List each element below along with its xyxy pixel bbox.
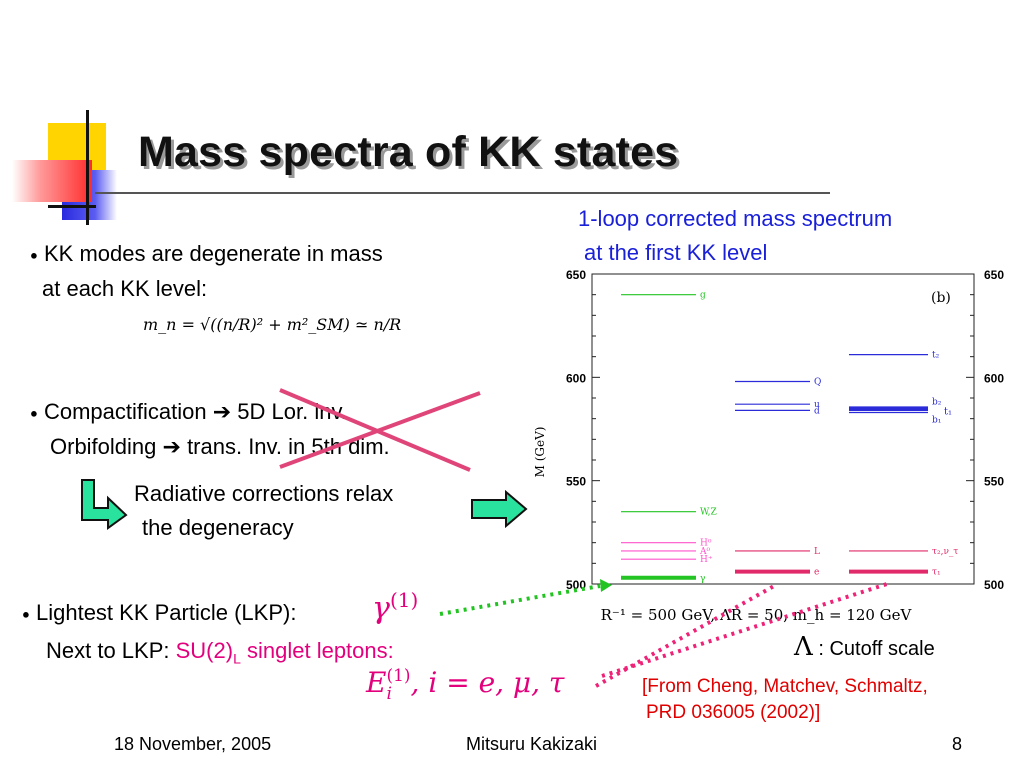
y-tick-label-right: 650 bbox=[984, 268, 1004, 282]
relax-line1: Radiative corrections relax bbox=[134, 481, 394, 506]
mass-spectrum-chart: M (GeV) (b) R⁻¹ = 500 GeV, ΛR = 50, m_h … bbox=[533, 268, 1004, 624]
bullet-dot: ● bbox=[22, 606, 30, 622]
bullet-lkp: ● Lightest KK Particle (LKP): bbox=[22, 600, 296, 626]
bent-arrow-icon bbox=[81, 479, 128, 530]
bullet-compactification: ● Compactification ➔ 5D Lor. inv. bbox=[30, 399, 347, 425]
spectrum-caption-line2: at the first KK level bbox=[584, 240, 768, 265]
lepton-pointer-1 bbox=[595, 584, 775, 688]
slide-title: Mass spectra of KK states bbox=[138, 128, 679, 176]
logo-horizontal-line bbox=[48, 205, 96, 208]
kk-lepton-formula: E (1) i , i = e, μ, τ bbox=[366, 666, 564, 703]
title-underline bbox=[95, 192, 830, 194]
y-tick-label-left: 650 bbox=[566, 268, 586, 282]
spectrum-level-label: b₂ bbox=[932, 397, 942, 407]
spectrum-level-label: e bbox=[814, 568, 819, 578]
photon-pointer-head bbox=[600, 579, 612, 592]
gamma-symbol: γ bbox=[372, 591, 390, 626]
y-tick-label-right: 600 bbox=[984, 371, 1004, 385]
lkp-label: Lightest KK Particle (LKP): bbox=[35, 600, 297, 625]
cutoff-note: Λ : Cutoff scale bbox=[794, 632, 935, 662]
arrow-icon: ➔ bbox=[212, 399, 232, 424]
y-tick-label-right: 500 bbox=[984, 578, 1004, 592]
spectrum-level-label: u bbox=[814, 400, 820, 410]
ei-superscript: (1) bbox=[386, 665, 411, 686]
spectrum-level-label: A⁰ bbox=[699, 547, 710, 557]
mass-formula: m_n = √((n/R)² + m²_SM) ≃ n/R bbox=[143, 315, 402, 334]
spectrum-level-label: W,Z bbox=[700, 508, 717, 518]
strike-cross-icon bbox=[279, 388, 481, 472]
footer-page-number: 8 bbox=[952, 734, 963, 754]
right-arrow-icon bbox=[471, 490, 528, 529]
ei-index-range: , i = e, μ, τ bbox=[410, 666, 565, 699]
compactification-label: Compactification bbox=[43, 399, 213, 424]
y-tick-label-left: 550 bbox=[566, 475, 586, 489]
footer-author: Mitsuru Kakizaki bbox=[466, 734, 598, 754]
spectrum-caption-line1: 1-loop corrected mass spectrum bbox=[578, 206, 893, 231]
su2-text: SU(2) bbox=[175, 638, 234, 663]
ei-subscript: i bbox=[386, 683, 392, 704]
spectrum-level-label: H⁰ bbox=[700, 539, 712, 549]
spectrum-level-label: τ₁ bbox=[932, 568, 941, 578]
bullet-degenerate-text: KK modes are degenerate in mass bbox=[43, 241, 383, 266]
spectrum-level-label: d bbox=[814, 406, 820, 416]
plot-frame bbox=[591, 273, 975, 585]
footer-date: 18 November, 2005 bbox=[114, 734, 272, 754]
next-to-lkp-label: Next to LKP: bbox=[46, 638, 176, 663]
bullet-orbifolding: Orbifolding ➔ trans. Inv. in 5th dim. bbox=[50, 434, 390, 460]
relax-line2: the degeneracy bbox=[142, 515, 294, 540]
arrow-icon: ➔ bbox=[162, 434, 181, 459]
spectrum-level-label: t₂ bbox=[932, 351, 940, 361]
bullet-dot: ● bbox=[30, 247, 38, 263]
y-axis-label: M (GeV) bbox=[533, 427, 547, 478]
bullet-degenerate-line2: at each KK level: bbox=[42, 276, 208, 301]
next-to-lkp: Next to LKP: SU(2)L singlet leptons: bbox=[46, 638, 394, 666]
y-tick-label-left: 600 bbox=[566, 371, 586, 385]
lepton-pointer-2 bbox=[601, 582, 888, 678]
photon-pointer bbox=[439, 584, 601, 616]
reference-line1: [From Cheng, Matchev, Schmaltz, bbox=[642, 676, 928, 697]
bullet-dot: ● bbox=[30, 405, 38, 421]
cutoff-label: : Cutoff scale bbox=[812, 638, 935, 660]
orbifolding-label: Orbifolding bbox=[50, 434, 163, 459]
y-tick-label-right: 550 bbox=[984, 475, 1004, 489]
panel-label: (b) bbox=[931, 290, 951, 306]
bullet-degenerate: ● KK modes are degenerate in mass bbox=[30, 241, 383, 267]
spectrum-level-label: Q bbox=[814, 377, 821, 387]
lambda-symbol: Λ bbox=[794, 632, 813, 662]
photon-kk-symbol: γ(1) bbox=[372, 588, 418, 626]
spectrum-level-label: H⁺ bbox=[700, 555, 713, 565]
x-axis-label: R⁻¹ = 500 GeV, ΛR = 50, m_h = 120 GeV bbox=[601, 606, 913, 624]
spectrum-level-label: t₁ bbox=[944, 406, 952, 417]
spectrum-level-label: g bbox=[700, 291, 706, 301]
y-tick-label-left: 500 bbox=[566, 578, 586, 592]
logo-red-bar bbox=[12, 160, 92, 202]
gamma-superscript: (1) bbox=[389, 588, 419, 612]
reference-line2: PRD 036005 (2002)] bbox=[646, 702, 821, 723]
spectrum-level-label: τ₂,ν_τ bbox=[932, 547, 958, 557]
su2-subscript: L bbox=[233, 650, 241, 667]
singlet-leptons-text: singlet leptons: bbox=[240, 638, 394, 663]
spectrum-level-label: L bbox=[814, 547, 820, 557]
logo-vertical-line bbox=[86, 110, 89, 225]
spectrum-level-label: γ bbox=[700, 574, 705, 584]
ei-base: E bbox=[366, 666, 387, 699]
spectrum-level-label: b₁ bbox=[932, 415, 941, 425]
